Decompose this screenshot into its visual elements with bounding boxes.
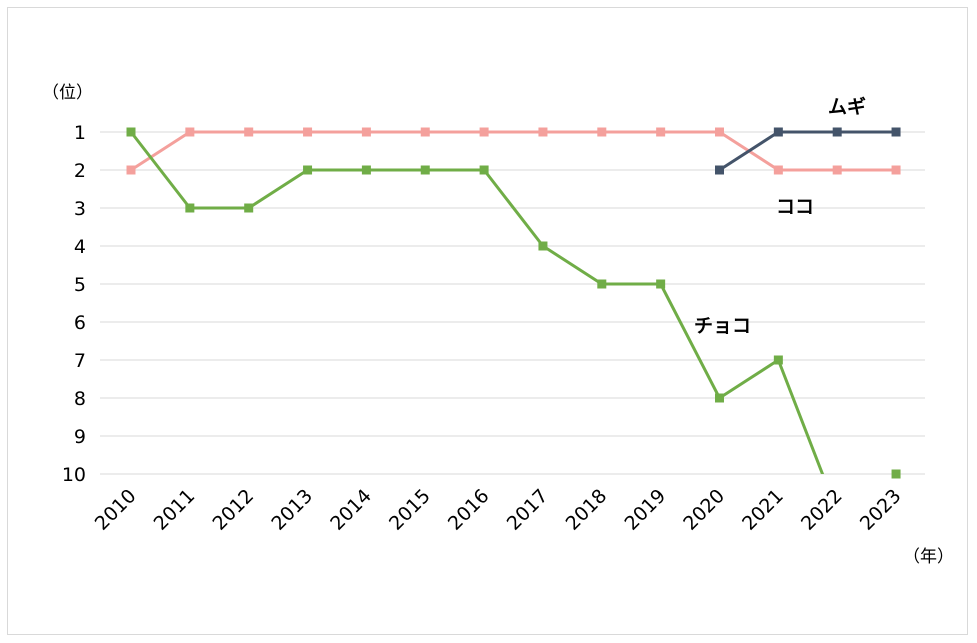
- y-tick-6: 6: [74, 312, 86, 334]
- x-tick-2021: 2021: [738, 485, 788, 535]
- chart-frame: [7, 7, 968, 635]
- marker-s0-2015: [420, 127, 430, 137]
- marker-s1-2013: [303, 165, 313, 175]
- marker-s0-2011: [185, 127, 195, 137]
- y-tick-9: 9: [74, 426, 86, 448]
- marker-s1-2021: [773, 355, 783, 365]
- series-label-coco: ココ: [776, 196, 814, 218]
- marker-s0-2018: [597, 127, 607, 137]
- y-tick-4: 4: [74, 236, 86, 258]
- y-tick-1: 1: [74, 122, 86, 144]
- x-tick-2022: 2022: [797, 485, 847, 535]
- marker-s1-2020: [715, 393, 724, 403]
- marker-s1-2017: [538, 241, 548, 251]
- marker-s1-2015: [420, 165, 430, 175]
- marker-s0-2021: [773, 165, 783, 175]
- series-label-choco: チョコ: [694, 315, 751, 337]
- marker-s2-2021: [773, 127, 783, 137]
- x-axis-unit: （年）: [903, 547, 954, 567]
- y-tick-7: 7: [74, 350, 86, 372]
- y-tick-2: 2: [74, 160, 86, 182]
- x-tick-2013: 2013: [267, 485, 317, 535]
- marker-s0-2013: [303, 127, 313, 137]
- x-tick-2014: 2014: [326, 485, 376, 535]
- x-axis-ticks: 2010 2011 2012 2013 2014 2015 2016 2017 2018 2019…: [91, 485, 906, 535]
- marker-s2-2022: [832, 127, 842, 137]
- x-tick-2015: 2015: [385, 485, 435, 535]
- marker-s2-2023: [891, 127, 901, 137]
- marker-s1-2010: [126, 127, 136, 137]
- y-tick-5: 5: [74, 274, 86, 296]
- x-tick-2011: 2011: [150, 485, 200, 535]
- marker-s0-2017: [538, 127, 548, 137]
- marker-s0-2020: [715, 127, 724, 137]
- marker-s1-2014: [361, 165, 371, 175]
- marker-s0-2012: [244, 127, 254, 137]
- y-tick-10: 10: [62, 464, 86, 486]
- x-tick-2018: 2018: [562, 485, 612, 535]
- y-tick-8: 8: [74, 388, 86, 410]
- marker-s0-2019: [656, 127, 666, 137]
- y-tick-3: 3: [74, 198, 86, 220]
- marker-s1-2012: [244, 203, 254, 213]
- marker-s0-2014: [361, 127, 371, 137]
- marker-s1-2016: [479, 165, 489, 175]
- x-tick-2012: 2012: [208, 485, 258, 535]
- marker-s1-2011: [185, 203, 195, 213]
- marker-s0-2016: [479, 127, 489, 137]
- y-axis-unit: （位）: [42, 83, 93, 103]
- marker-s0-2010: [126, 165, 136, 175]
- marker-s1-2019: [656, 279, 666, 289]
- marker-s1-2018: [597, 279, 607, 289]
- series-line-1: [129, 131, 897, 474]
- x-tick-2020: 2020: [679, 485, 729, 535]
- marker-s1-2023: [891, 469, 901, 479]
- series-line-2: [718, 130, 897, 172]
- series-label-mugi: ムギ: [828, 96, 866, 118]
- y-axis-ticks: 1 2 3 4 5 6 7 8 9 10: [62, 122, 86, 486]
- marker-s0-2022: [832, 165, 842, 175]
- series-line-0: [130, 130, 897, 172]
- x-tick-2010: 2010: [91, 485, 141, 535]
- marker-s0-2023: [891, 165, 901, 175]
- x-tick-2016: 2016: [444, 485, 494, 535]
- x-tick-2023: 2023: [856, 485, 906, 535]
- x-tick-2019: 2019: [620, 485, 670, 535]
- marker-s2-2020: [715, 165, 724, 175]
- series-markers: [126, 127, 901, 479]
- series-lines: [129, 130, 897, 474]
- x-tick-2017: 2017: [503, 485, 553, 535]
